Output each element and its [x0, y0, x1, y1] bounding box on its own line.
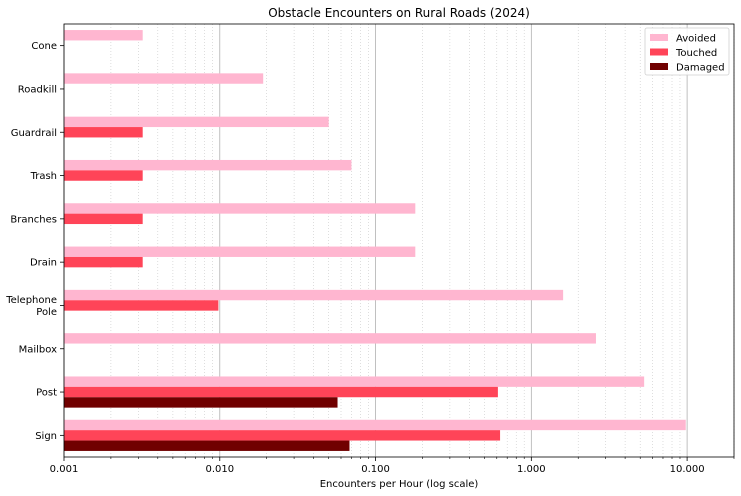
y-tick-label: Trash	[30, 171, 57, 182]
bar-touched-guardrail	[64, 127, 143, 138]
y-tick-label-line: Branches	[10, 214, 57, 225]
legend-label-avoided: Avoided	[676, 34, 716, 45]
x-tick-label: 10.000	[670, 464, 705, 475]
y-tick-label-line: Guardrail	[11, 128, 57, 139]
bar-touched-trash	[64, 170, 143, 181]
legend-label-damaged: Damaged	[676, 63, 725, 74]
legend: Avoided Touched Damaged	[644, 27, 730, 76]
bar-avoided-roadkill	[64, 73, 264, 84]
bar-touched-branches	[64, 213, 143, 225]
tick-labels: 0.001 0.010 0.100 1.000 10.000 Sign Post Mailbo…	[5, 41, 735, 475]
y-tick-label-line: Roadkill	[18, 84, 57, 95]
legend-swatch-touched	[650, 48, 668, 56]
y-tick-label: Mailbox	[19, 344, 57, 355]
bar-touched-drain	[64, 256, 143, 268]
y-tick-label: Post	[36, 388, 57, 399]
y-tick-label: Cone	[31, 41, 57, 52]
plot-frame	[63, 23, 735, 458]
x-tick-label: 0.100	[361, 464, 390, 475]
chart-title: Obstacle Encounters on Rural Roads (2024…	[268, 6, 530, 20]
x-tick-label: 0.001	[50, 464, 79, 475]
bar-damaged-sign	[64, 440, 350, 451]
y-tick-label-line: Pole	[36, 307, 57, 318]
legend-label-touched: Touched	[675, 48, 717, 59]
bar-touched-sign	[64, 430, 501, 441]
bar-touched-telephone-pole	[64, 300, 219, 311]
y-tick-label-line: Mailbox	[19, 344, 57, 355]
bar-avoided-post	[64, 376, 645, 387]
bar-avoided-mailbox	[64, 333, 596, 344]
x-tick-label: 0.010	[205, 464, 234, 475]
bar-damaged-post	[64, 397, 338, 408]
bar-avoided-branches	[64, 203, 416, 214]
y-tick-label-line: Post	[36, 388, 57, 399]
bars	[64, 30, 686, 451]
y-tick-label: Guardrail	[11, 128, 57, 139]
bar-avoided-sign	[64, 419, 686, 431]
y-tick-label-line: Trash	[30, 171, 57, 182]
bar-avoided-drain	[64, 246, 416, 257]
legend-swatch-damaged	[650, 63, 668, 70]
bar-avoided-telephone-pole	[64, 289, 564, 301]
y-tick-label: Sign	[35, 431, 57, 442]
bar-touched-post	[64, 386, 498, 398]
axes	[63, 23, 735, 458]
bar-avoided-guardrail	[64, 116, 329, 128]
bar-avoided-cone	[64, 30, 143, 41]
y-tick-label-line: Sign	[35, 431, 57, 442]
y-tick-label-line: Telephone	[5, 295, 57, 306]
bar-avoided-trash	[64, 159, 352, 171]
x-tick-label: 1.000	[517, 464, 546, 475]
x-axis-label: Encounters per Hour (log scale)	[320, 479, 479, 490]
y-tick-label: Branches	[10, 214, 57, 225]
y-tick-label-line: Drain	[30, 258, 57, 269]
y-tick-label-line: Cone	[31, 41, 57, 52]
legend-swatch-avoided	[650, 34, 668, 41]
y-tick-label: Roadkill	[18, 84, 57, 95]
y-tick-label: Drain	[30, 258, 57, 269]
y-tick-label: Telephone Pole	[5, 295, 57, 318]
